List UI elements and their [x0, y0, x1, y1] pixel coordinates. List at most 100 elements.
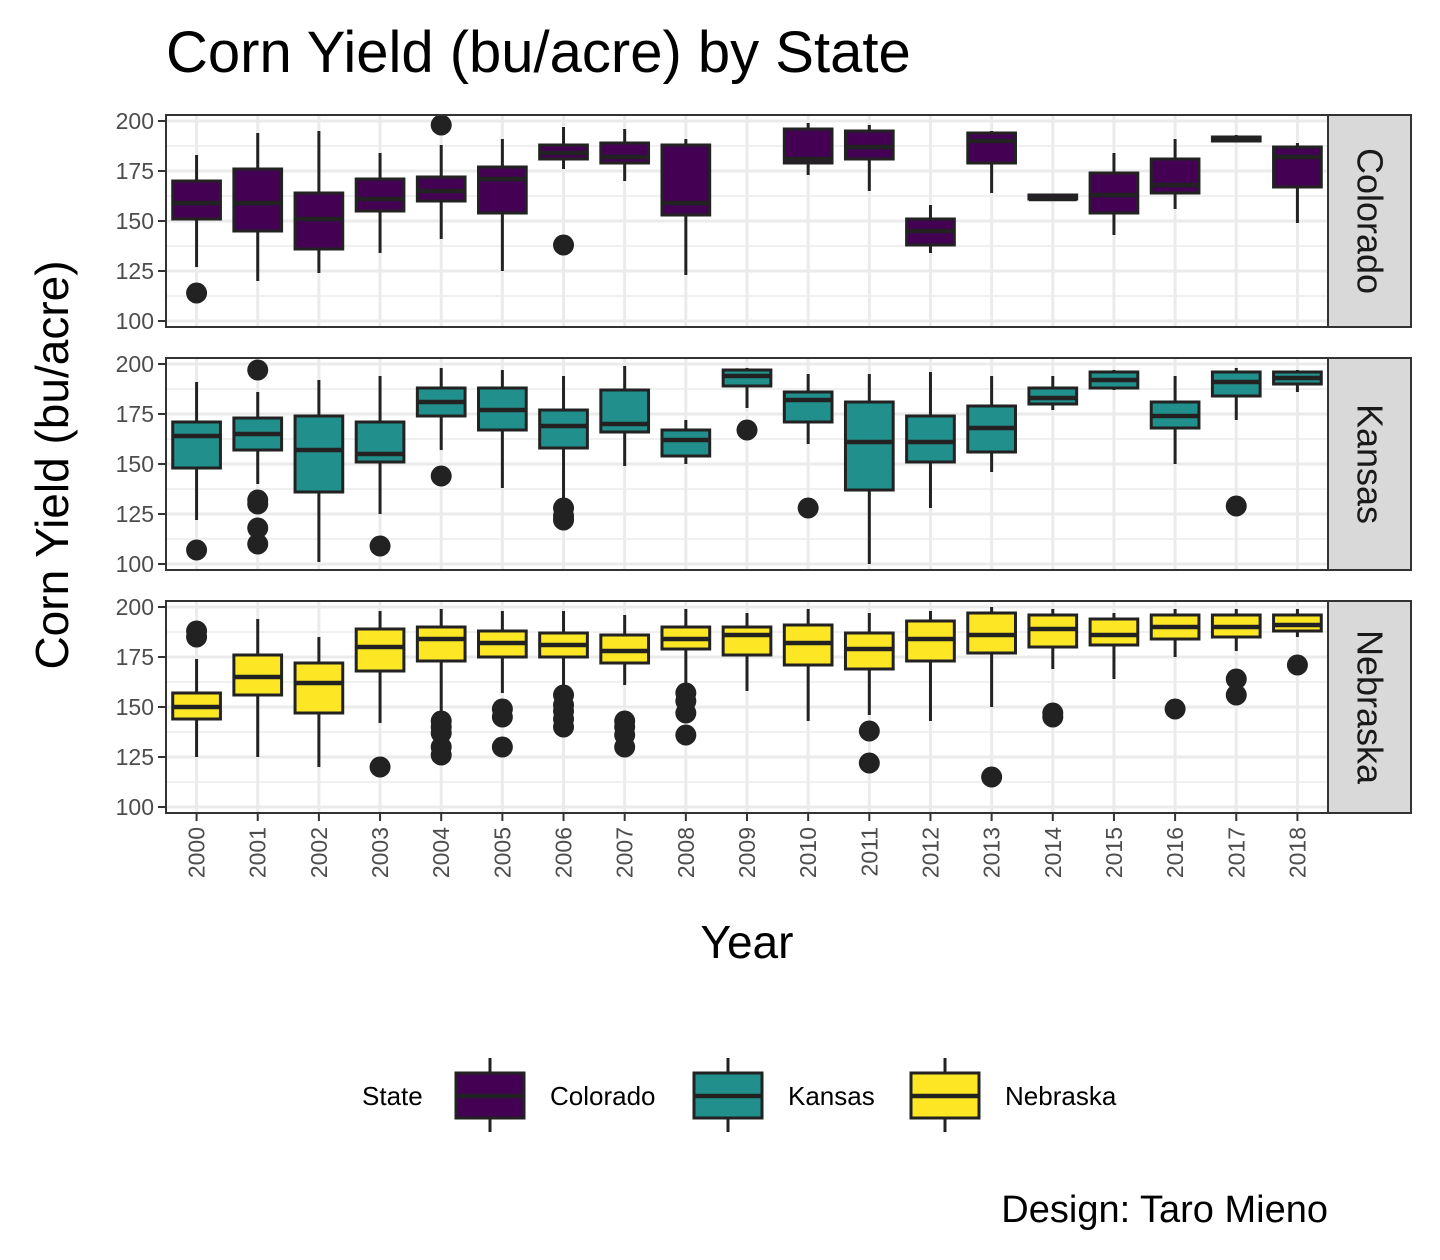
box-colorado-2006: [538, 127, 589, 256]
box-body: [905, 414, 956, 464]
box-colorado-2007: [599, 129, 651, 181]
outlier-point: [797, 497, 819, 519]
x-tick-label: 2000: [184, 827, 210, 878]
box-colorado-2010: [782, 123, 834, 175]
y-tick-label: 200: [116, 594, 154, 620]
legend-item-nebraska: Nebraska: [909, 1058, 1117, 1132]
x-tick-label: 2012: [917, 827, 943, 878]
outlier-point: [553, 509, 575, 531]
x-tick-label: 2008: [673, 827, 699, 878]
box-body: [293, 414, 345, 494]
outlier-point: [1225, 495, 1247, 517]
box-colorado-2013: [966, 131, 1017, 193]
box-body: [232, 167, 284, 233]
box-kansas-2008: [660, 420, 712, 464]
box-colorado-2016: [1149, 139, 1201, 209]
box-colorado-2015: [1088, 153, 1140, 235]
x-axis-title: Year: [701, 916, 794, 968]
x-tick-label: 2009: [734, 827, 760, 878]
y-tick-label: 175: [116, 158, 154, 184]
x-tick-label: 2014: [1040, 827, 1066, 878]
outlier-point: [247, 517, 269, 539]
legend-title: State: [362, 1081, 423, 1111]
box-colorado-2000: [171, 155, 222, 304]
legend: State Colorado Kansas Nebraska: [362, 1058, 1117, 1132]
box-body: [354, 627, 406, 673]
box-body: [538, 408, 589, 450]
outlier-point: [736, 419, 758, 441]
box-nebraska-2018: [1272, 609, 1323, 676]
box-colorado-2017: [1210, 135, 1262, 143]
box-body: [354, 177, 406, 213]
outlier-point: [186, 539, 208, 561]
y-tick-label: 100: [116, 308, 154, 334]
facet-strip-label: Colorado: [1350, 148, 1391, 294]
box-kansas-2005: [477, 370, 528, 488]
outlier-point: [553, 234, 575, 256]
box-nebraska-2001: [232, 619, 284, 757]
facet-strip: [1327, 600, 1412, 814]
box-nebraska-2015: [1088, 613, 1140, 679]
outlier-point: [247, 493, 269, 515]
box-nebraska-2010: [782, 609, 834, 721]
box-nebraska-2011: [843, 613, 895, 774]
x-tick-label: 2017: [1223, 827, 1249, 878]
outlier-point: [675, 724, 697, 746]
outlier-point: [491, 736, 513, 758]
facet-colorado: 100 125 150 175 200 Colorado: [116, 108, 1412, 334]
box-body: [171, 179, 222, 221]
legend-item-colorado: Colorado: [454, 1058, 656, 1132]
outlier-point: [1225, 668, 1247, 690]
box-body: [1149, 157, 1201, 195]
y-tick-label: 150: [116, 451, 154, 477]
box-kansas-2015: [1088, 370, 1140, 390]
y-tick-label: 100: [116, 794, 154, 820]
box-kansas-2018: [1272, 370, 1323, 392]
outlier-point: [1225, 684, 1247, 706]
chart-title: Corn Yield (bu/acre) by State: [166, 20, 911, 85]
box-body: [171, 420, 222, 470]
box-colorado-2014: [1027, 193, 1079, 202]
facet-panels: 100 125 150 175 200 Colorado 100 125 150 175 200 Ka…: [116, 108, 1412, 820]
outlier-point: [1286, 654, 1308, 676]
outlier-point: [369, 756, 391, 778]
box-kansas-2004: [415, 368, 467, 487]
facet-strip-label: Kansas: [1350, 404, 1391, 524]
x-tick-label: 2016: [1162, 827, 1188, 878]
y-tick-label: 175: [116, 644, 154, 670]
box-body: [415, 625, 467, 663]
box-nebraska-2016: [1149, 609, 1201, 720]
box-body: [477, 165, 528, 215]
box-kansas-2006: [538, 376, 589, 531]
box-colorado-2003: [354, 153, 406, 253]
x-tick-label: 2010: [795, 827, 821, 878]
facet-kansas: 100 125 150 175 200 Kansas: [116, 351, 1412, 577]
y-tick-label: 125: [116, 258, 154, 284]
y-tick-label: 150: [116, 694, 154, 720]
box-nebraska-2005: [477, 611, 528, 758]
box-nebraska-2006: [538, 611, 589, 738]
box-colorado-2002: [293, 131, 345, 273]
caption: Design: Taro Mieno: [1001, 1189, 1328, 1231]
outlier-point: [369, 535, 391, 557]
facet-strip: [1327, 114, 1412, 328]
x-tick-label: 2005: [489, 827, 515, 878]
outlier-point: [430, 114, 452, 136]
y-tick-label: 125: [116, 744, 154, 770]
x-tick-label: 2004: [428, 827, 454, 878]
x-tick-label: 2011: [856, 827, 882, 876]
box-nebraska-2009: [721, 613, 773, 691]
box-nebraska-2013: [966, 607, 1017, 788]
box-kansas-2016: [1149, 376, 1201, 464]
x-tick-label: 2007: [612, 827, 638, 878]
outlier-point: [430, 744, 452, 766]
outlier-point: [981, 766, 1003, 788]
legend-label: Kansas: [788, 1081, 875, 1111]
x-axis: 2000 2001 2002 2003 2004 2005 2006 2007 2008 2009…: [184, 813, 1310, 878]
x-tick-label: 2002: [306, 827, 332, 878]
box-body: [721, 625, 773, 657]
box-nebraska-2000: [171, 620, 222, 757]
box-colorado-2018: [1272, 143, 1323, 223]
x-tick-label: 2018: [1284, 827, 1310, 878]
